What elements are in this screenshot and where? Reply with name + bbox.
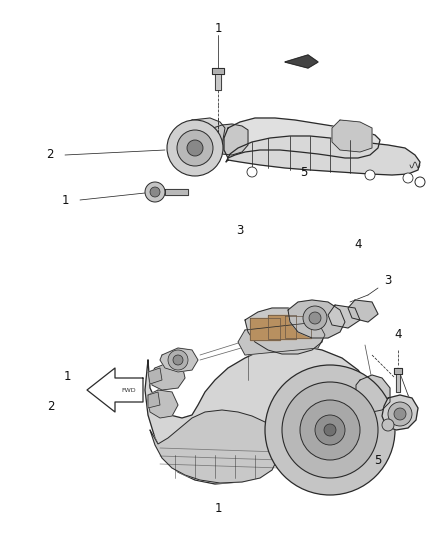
Circle shape <box>168 350 188 370</box>
Polygon shape <box>148 368 162 384</box>
Text: 1: 1 <box>214 21 222 35</box>
Circle shape <box>324 424 336 436</box>
Text: FWD: FWD <box>122 387 136 392</box>
Text: 4: 4 <box>394 328 402 342</box>
Polygon shape <box>212 124 248 155</box>
Polygon shape <box>268 315 296 339</box>
Circle shape <box>415 177 425 187</box>
Circle shape <box>388 402 412 426</box>
Polygon shape <box>250 318 280 340</box>
Text: 4: 4 <box>354 238 362 252</box>
Polygon shape <box>224 118 380 158</box>
Text: 2: 2 <box>47 400 55 413</box>
Circle shape <box>177 130 213 166</box>
Polygon shape <box>215 74 221 90</box>
Polygon shape <box>165 189 188 195</box>
Circle shape <box>247 167 257 177</box>
Circle shape <box>282 382 378 478</box>
Polygon shape <box>148 392 160 408</box>
Polygon shape <box>145 346 380 484</box>
Polygon shape <box>356 375 390 412</box>
Polygon shape <box>238 322 325 355</box>
Text: 5: 5 <box>374 454 381 466</box>
Polygon shape <box>150 410 280 483</box>
Text: 1: 1 <box>61 193 69 206</box>
Polygon shape <box>245 308 325 354</box>
Circle shape <box>303 306 327 330</box>
Polygon shape <box>226 136 420 175</box>
Text: 1: 1 <box>63 370 71 384</box>
Polygon shape <box>382 395 418 430</box>
Circle shape <box>150 187 160 197</box>
Text: 3: 3 <box>384 273 392 287</box>
Polygon shape <box>160 348 198 372</box>
Polygon shape <box>288 300 345 338</box>
Polygon shape <box>150 362 185 390</box>
Polygon shape <box>212 68 224 74</box>
Text: 5: 5 <box>300 166 307 180</box>
Circle shape <box>300 400 360 460</box>
Polygon shape <box>285 316 311 338</box>
Circle shape <box>265 365 395 495</box>
Circle shape <box>173 355 183 365</box>
Polygon shape <box>285 55 318 68</box>
Circle shape <box>382 419 394 431</box>
Circle shape <box>167 120 223 176</box>
Circle shape <box>187 140 203 156</box>
Polygon shape <box>148 390 178 418</box>
Circle shape <box>365 170 375 180</box>
Polygon shape <box>394 368 402 374</box>
Circle shape <box>315 415 345 445</box>
Circle shape <box>309 312 321 324</box>
Circle shape <box>145 182 165 202</box>
Polygon shape <box>348 300 378 322</box>
Text: 2: 2 <box>46 149 54 161</box>
Polygon shape <box>396 374 400 392</box>
Polygon shape <box>328 305 360 328</box>
Circle shape <box>403 173 413 183</box>
Text: 3: 3 <box>237 224 244 238</box>
Circle shape <box>394 408 406 420</box>
Polygon shape <box>332 120 372 152</box>
Polygon shape <box>180 118 225 168</box>
Polygon shape <box>87 368 143 412</box>
Text: 1: 1 <box>214 503 222 515</box>
